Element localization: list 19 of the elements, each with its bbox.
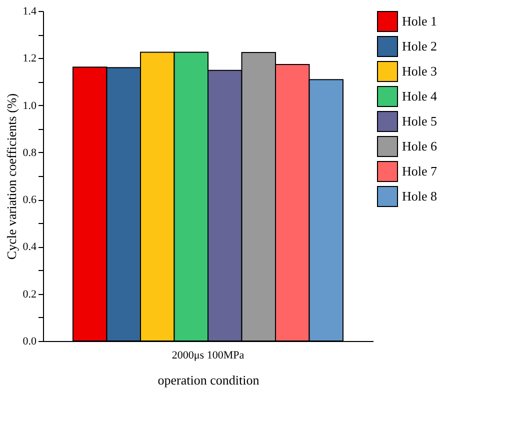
- legend-label: Hole 3: [402, 64, 438, 78]
- y-tick-label: 0.4: [22, 241, 37, 254]
- y-tick-label: 1.0: [22, 100, 37, 112]
- legend-label: Hole 4: [402, 88, 438, 104]
- y-tick-label: 0.2: [22, 288, 36, 300]
- legend-label: Hole 7: [402, 164, 438, 178]
- y-axis-title: Cycle variation coefficients (%): [4, 93, 19, 260]
- legend-label: Hole 1: [402, 14, 438, 28]
- legend-label: Hole 2: [402, 38, 438, 54]
- legend-label: Hole 8: [402, 188, 438, 204]
- y-tick-label: 1.4: [22, 6, 37, 18]
- x-tick-label: 2000μs 100MPa: [172, 350, 244, 362]
- x-axis-title: operation condition: [158, 372, 260, 388]
- y-tick-label: 0.8: [22, 146, 37, 159]
- y-tick-label: 0.0: [22, 336, 37, 348]
- y-tick-label: 1.2: [22, 52, 36, 65]
- y-tick-label: 0.6: [22, 194, 37, 206]
- legend-label: Hole 6: [402, 138, 438, 154]
- legend-label: Hole 5: [402, 114, 438, 128]
